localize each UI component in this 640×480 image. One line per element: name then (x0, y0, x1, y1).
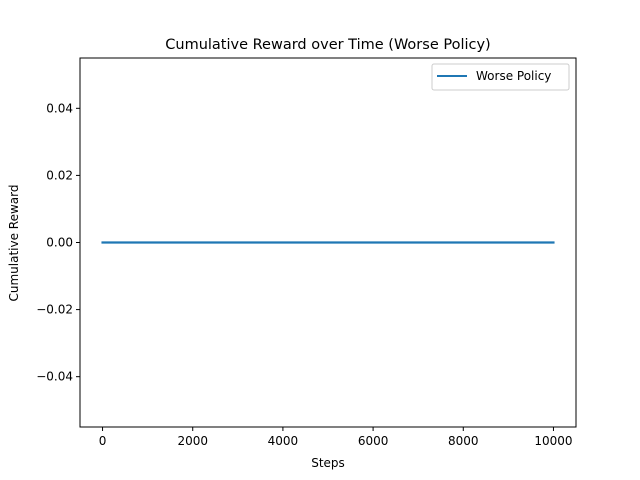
y-tick-label: 0.02 (46, 168, 73, 182)
x-tick-label: 10000 (534, 434, 572, 448)
x-tick-label: 0 (99, 434, 107, 448)
y-tick-label: 0.04 (46, 101, 73, 115)
y-tick-label: −0.04 (36, 370, 73, 384)
x-tick-label: 6000 (358, 434, 389, 448)
x-tick-label: 4000 (268, 434, 299, 448)
legend: Worse Policy (431, 63, 570, 91)
x-tick-label: 2000 (177, 434, 208, 448)
y-tick-label: −0.02 (36, 303, 73, 317)
y-axis-label: Cumulative Reward (7, 185, 21, 302)
y-tick-label: 0.00 (46, 236, 73, 250)
chart-title: Cumulative Reward over Time (Worse Polic… (165, 37, 490, 53)
x-tick-label: 8000 (448, 434, 479, 448)
legend-frame (431, 63, 570, 91)
x-axis-label: Steps (311, 456, 345, 470)
plot-area: 0 2000 4000 6000 8000 10000 −0.04 −0.02 0.00 0.02… (36, 57, 577, 448)
legend-label-worse-policy: Worse Policy (476, 69, 551, 83)
